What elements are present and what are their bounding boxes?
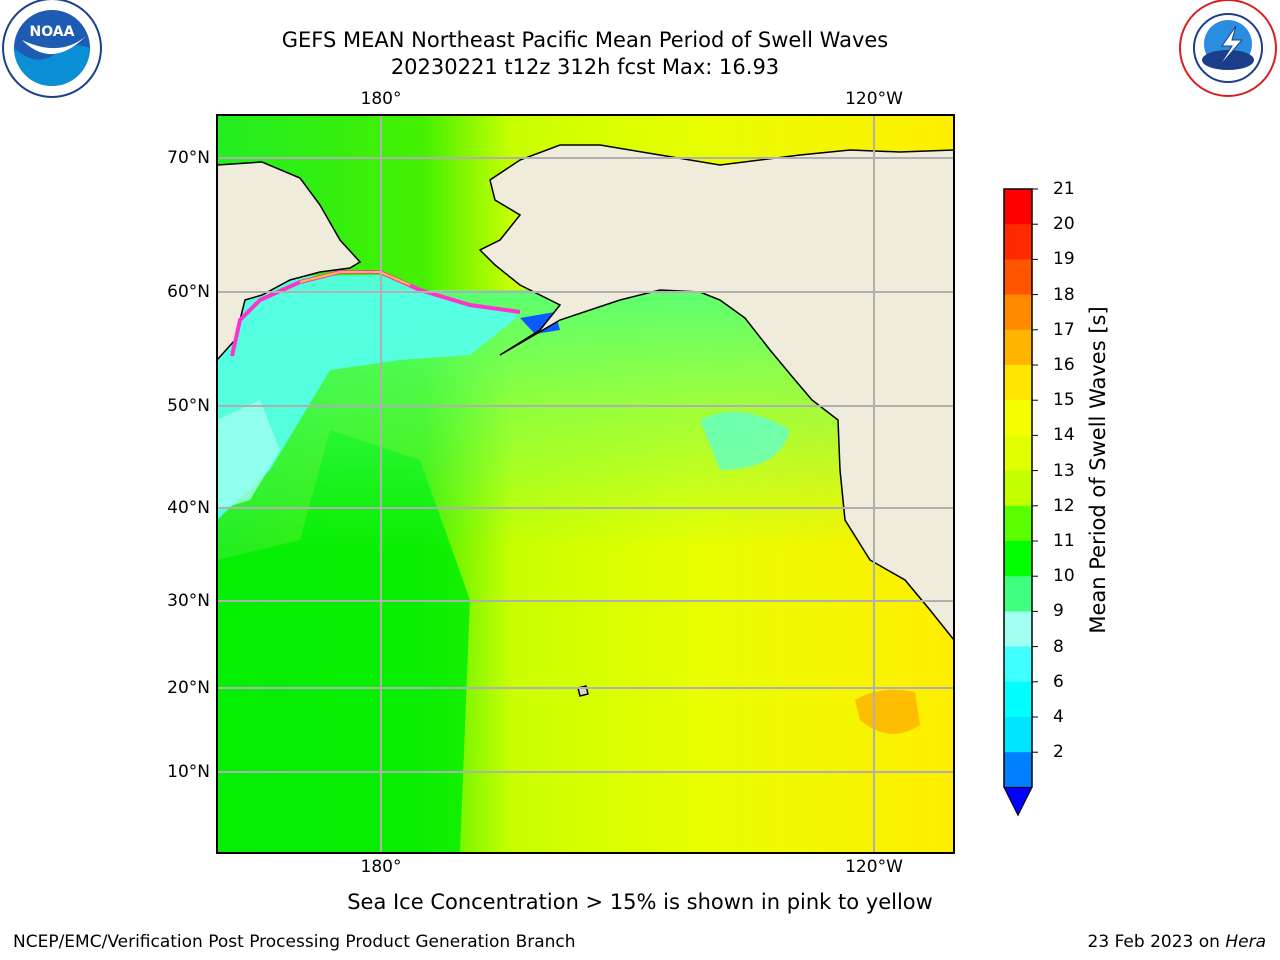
- colorbar-swatch-2-4: [1004, 717, 1032, 753]
- map-panel: [217, 115, 954, 853]
- noaa-logo-text: NOAA: [30, 24, 75, 40]
- colorbar-swatch-9-10: [1004, 576, 1032, 612]
- colorbar-tick-label: 15: [1053, 390, 1075, 411]
- colorbar-tick-label: 6: [1053, 671, 1064, 692]
- colorbar-swatch-12-13: [1004, 470, 1032, 507]
- colorbar-tick-label: 12: [1053, 495, 1075, 516]
- lat-label-40n: 40°N: [167, 498, 210, 518]
- nws-logo: [1179, 0, 1277, 97]
- colorbar-swatch-13-14: [1004, 435, 1032, 472]
- colorbar-frame: [1003, 188, 1033, 788]
- lon-label-top-120w: 120°W: [845, 89, 903, 109]
- colorbar-tick-label: 21: [1053, 179, 1075, 199]
- footer-host: Hera: [1225, 932, 1266, 952]
- lat-label-70n: 70°N: [167, 148, 210, 168]
- colorbar-tick-label: 18: [1053, 284, 1075, 305]
- colorbar-tick-label: 20: [1053, 214, 1075, 235]
- colorbar-tick-label: 9: [1053, 601, 1064, 622]
- colorbar-extend-arrow: [1003, 786, 1033, 817]
- colorbar-swatch-11-12: [1004, 505, 1032, 542]
- colorbar-swatch-8-9: [1004, 611, 1032, 648]
- lat-label-20n: 20°N: [167, 678, 210, 698]
- colorbar-swatch-20-21: [1004, 189, 1032, 225]
- lon-label-bottom-180: 180°: [360, 857, 402, 877]
- lon-label-top-180: 180°: [360, 89, 402, 109]
- colorbar-tick-label: 17: [1053, 319, 1075, 340]
- footer-credit: NCEP/EMC/Verification Post Processing Pr…: [13, 932, 576, 952]
- colorbar-swatch-18-19: [1004, 259, 1032, 296]
- colorbar-swatch-16-17: [1004, 329, 1032, 366]
- chart-subtitle: 20230221 t12z 312h fcst Max: 16.93: [390, 55, 780, 79]
- lat-label-60n: 60°N: [167, 282, 210, 302]
- sea-ice-note: Sea Ice Concentration > 15% is shown in …: [347, 890, 933, 914]
- chart-title: GEFS MEAN Northeast Pacific Mean Period …: [281, 28, 889, 52]
- colorbar-tick-label: 19: [1053, 249, 1075, 270]
- colorbar-tick-label: 4: [1053, 707, 1064, 727]
- colorbar-swatch-14-15: [1004, 400, 1032, 436]
- lon-label-bottom-120w: 120°W: [845, 857, 903, 877]
- low-period-region: [217, 275, 520, 520]
- colorbar-tick-label: 2: [1053, 742, 1064, 763]
- colorbar-swatch-6-8: [1004, 646, 1032, 683]
- land: [217, 115, 954, 697]
- colorbar-swatch-4-6: [1004, 681, 1032, 718]
- lat-label-30n: 30°N: [167, 591, 210, 611]
- colorbar-swatch-<2: [1004, 752, 1032, 788]
- colorbar-tick-label: 13: [1053, 460, 1075, 481]
- lat-label-10n: 10°N: [167, 762, 210, 782]
- colorbar: [1003, 188, 1038, 817]
- footer-date: 23 Feb 2023 on Hera: [1088, 932, 1266, 952]
- footer-date-text: 23 Feb 2023 on: [1087, 932, 1226, 952]
- colorbar-tick-label: 11: [1053, 531, 1075, 551]
- colorbar-tick-label: 10: [1053, 566, 1075, 587]
- lat-label-50n: 50°N: [167, 396, 210, 416]
- colorbar-swatch-17-18: [1004, 294, 1032, 331]
- map-frame: [216, 114, 955, 854]
- colorbar-label: Mean Period of Swell Waves [s]: [1086, 306, 1110, 634]
- colorbar-tick-label: 14: [1053, 425, 1075, 446]
- graticule: [217, 115, 954, 853]
- colorbar-swatch-19-20: [1004, 224, 1032, 260]
- colorbar-swatch-15-16: [1004, 365, 1032, 401]
- colorbar-tick-label: 16: [1053, 355, 1075, 375]
- colorbar-swatch-10-11: [1004, 541, 1032, 577]
- colorbar-tick-label: 8: [1053, 636, 1064, 657]
- noaa-logo: NOAA: [2, 0, 102, 98]
